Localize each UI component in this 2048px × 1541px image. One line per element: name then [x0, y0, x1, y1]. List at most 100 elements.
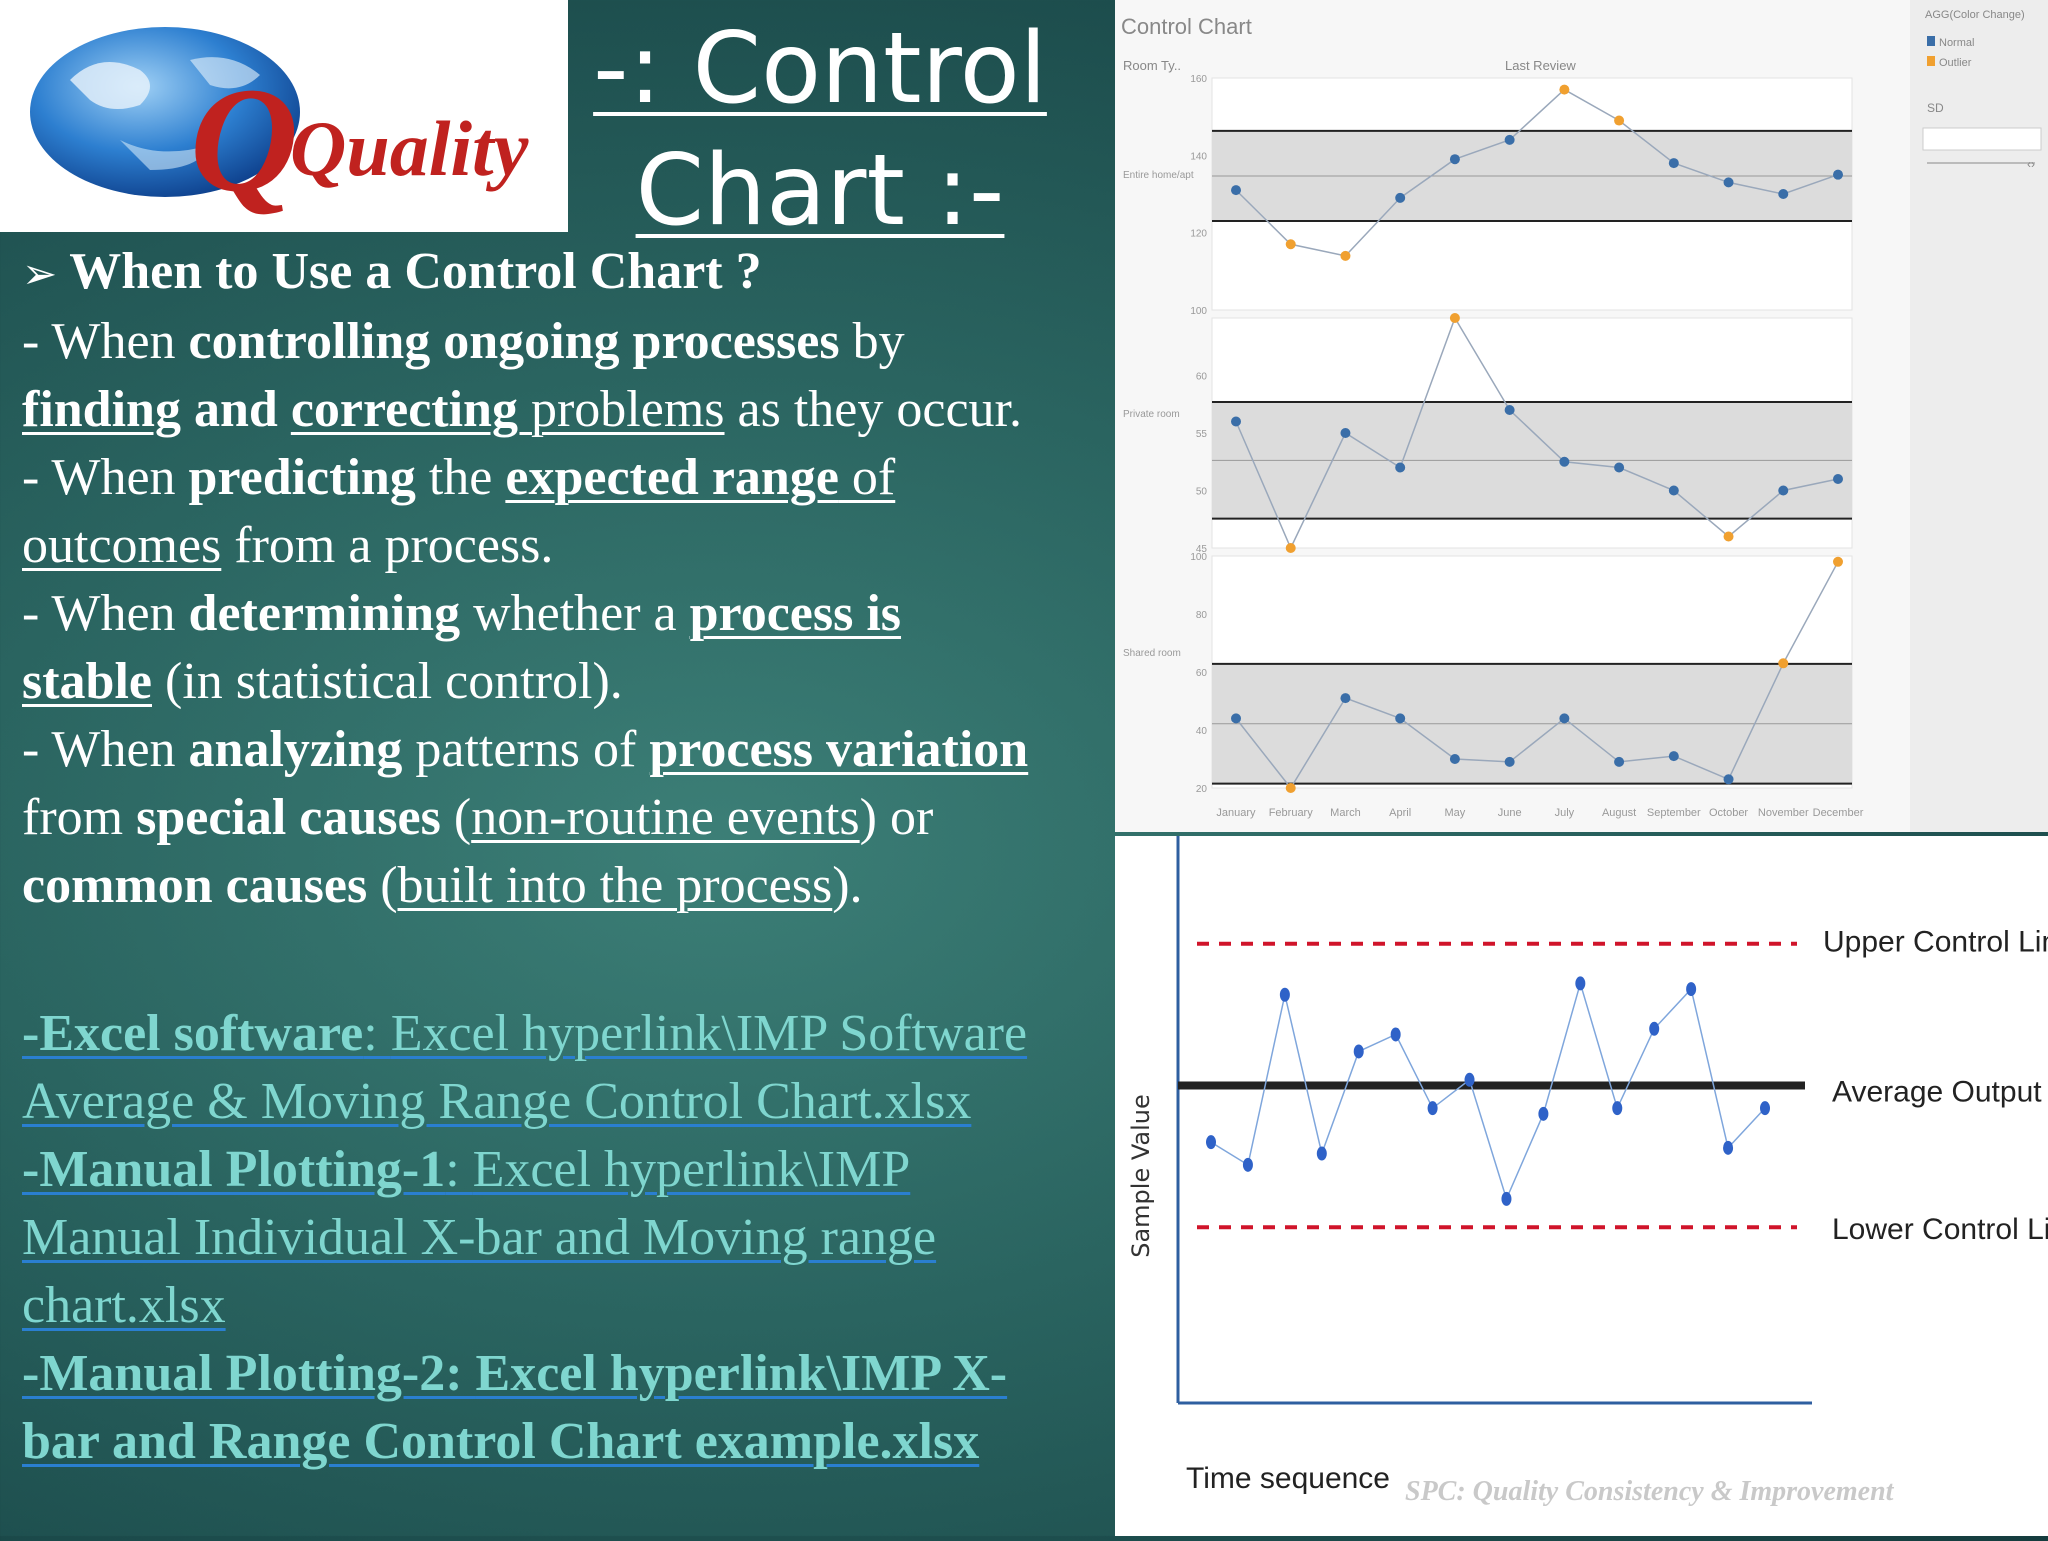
sample-point: [1242, 1157, 1253, 1172]
data-point: [1395, 713, 1406, 724]
y-tick-label: 40: [1196, 726, 1208, 737]
slider-arrows-icon[interactable]: ‹›: [2027, 157, 2035, 171]
sample-point: [1501, 1191, 1512, 1206]
x-tick-label: November: [1758, 807, 1809, 819]
data-point: [1340, 693, 1351, 704]
outlier-point: [1285, 783, 1296, 793]
hyperlinks: -Excel software: Excel hyperlink\IMP Sof…: [22, 1000, 1117, 1476]
outlier-point: [1833, 556, 1843, 567]
sample-point: [1760, 1101, 1770, 1116]
y-tick-label: 20: [1196, 784, 1208, 795]
page-title: -: Control Chart :-: [575, 8, 1065, 252]
y-tick-label: 50: [1196, 487, 1208, 498]
section-heading: ➢ When to Use a Control Chart ?: [22, 238, 1117, 308]
y-axis-label: Sample Value: [1127, 1094, 1155, 1258]
x-tick-label: July: [1555, 807, 1575, 819]
outlier-point: [1778, 658, 1789, 669]
sample-point: [1612, 1101, 1623, 1116]
data-point: [1449, 154, 1460, 165]
data-point: [1449, 754, 1460, 764]
y-tick-label: 100: [1190, 552, 1207, 563]
sample-point: [1686, 982, 1697, 997]
sample-point: [1353, 1044, 1364, 1059]
data-point: [1559, 713, 1570, 724]
sample-point: [1427, 1101, 1438, 1116]
sample-point: [1390, 1027, 1401, 1042]
manual-plotting-2-link[interactable]: -Manual Plotting-2: Excel hyperlink\IMP …: [22, 1345, 1008, 1402]
excel-software-link[interactable]: -Excel software: Excel hyperlink\IMP Sof…: [22, 1005, 1028, 1062]
series-line: [1235, 561, 1839, 790]
side-panel: [1910, 0, 2048, 832]
header-room-type: Room Ty..: [1123, 58, 1181, 73]
y-tick-label: 100: [1190, 306, 1207, 317]
y-tick-label: 140: [1190, 151, 1207, 162]
data-point: [1231, 185, 1241, 196]
outlier-point: [1340, 250, 1351, 261]
legend-normal-swatch: [1927, 36, 1935, 46]
sample-point: [1279, 987, 1290, 1002]
row-label: Private room: [1123, 409, 1180, 420]
data-point: [1668, 158, 1679, 169]
manual-plotting-2-link-cont[interactable]: bar and Range Control Chart example.xlsx: [22, 1413, 980, 1470]
x-tick-label: December: [1813, 807, 1864, 819]
average-label: Average Output: [1832, 1075, 2042, 1108]
legend-title: AGG(Color Change): [1925, 9, 2025, 21]
legend-outlier-swatch: [1927, 56, 1935, 66]
sample-point: [1575, 976, 1586, 991]
data-point: [1723, 774, 1734, 785]
data-point: [1778, 485, 1789, 496]
manual-plotting-1-link-cont2[interactable]: chart.xlsx: [22, 1277, 226, 1334]
x-tick-label: April: [1389, 807, 1411, 819]
data-point: [1395, 192, 1406, 203]
sample-point: [1723, 1140, 1734, 1155]
data-point: [1833, 169, 1843, 180]
data-point: [1504, 756, 1515, 767]
series-line: [1235, 88, 1839, 257]
arrow-bullet-icon: ➢: [22, 249, 58, 298]
data-point: [1504, 134, 1515, 145]
manual-plotting-1-link-cont[interactable]: Manual Individual X-bar and Moving range: [22, 1209, 937, 1266]
bullet-4-line-2: from special causes (non-routine events)…: [22, 789, 934, 846]
logo: Q Quality: [0, 0, 568, 232]
header-last-review: Last Review: [1505, 58, 1576, 73]
y-tick-label: 60: [1196, 372, 1208, 383]
lcl-label: Lower Control Limit: [1832, 1213, 2048, 1246]
legend-outlier-label: Outlier: [1939, 57, 1972, 69]
y-tick-label: 55: [1196, 429, 1208, 440]
main-content: ➢ When to Use a Control Chart ? - When c…: [22, 238, 1117, 920]
data-point: [1559, 456, 1570, 467]
y-tick-label: 45: [1196, 544, 1208, 555]
data-point: [1231, 713, 1241, 724]
data-point: [1340, 428, 1351, 438]
outlier-point: [1449, 313, 1460, 323]
bullet-1-line-2: finding and correcting problems as they …: [22, 381, 1022, 438]
x-tick-label: June: [1498, 807, 1522, 819]
outlier-point: [1285, 543, 1296, 553]
top-chart-title: Control Chart: [1121, 14, 1252, 39]
logo-q: Q: [190, 57, 298, 223]
sample-point: [1538, 1106, 1549, 1121]
x-tick-label: March: [1330, 807, 1361, 819]
sample-point: [1649, 1021, 1660, 1036]
sample-point: [1206, 1135, 1216, 1150]
heading-text: When to Use a Control Chart ?: [69, 243, 762, 300]
bullet-3-line-1: - When determining whether a process is: [22, 585, 902, 642]
top-control-chart-panel: Control Chart Room Ty.. Last Review AGG(…: [1115, 0, 2048, 832]
outlier-point: [1285, 239, 1296, 250]
manual-plotting-1-link[interactable]: -Manual Plotting-1: Excel hyperlink\IMP: [22, 1141, 911, 1198]
title-line1: -: Control: [593, 12, 1047, 126]
bullet-4-line-1: - When analyzing patterns of process var…: [22, 721, 1029, 778]
data-point: [1614, 756, 1625, 767]
excel-software-link-cont[interactable]: Average & Moving Range Control Chart.xls…: [22, 1073, 972, 1130]
outlier-point: [1614, 115, 1625, 126]
sample-point: [1316, 1146, 1327, 1161]
x-tick-label: September: [1647, 807, 1701, 819]
data-point: [1668, 485, 1679, 496]
x-tick-label: January: [1216, 807, 1256, 819]
data-point: [1614, 462, 1625, 473]
legend-normal-label: Normal: [1939, 37, 1974, 49]
y-tick-label: 60: [1196, 668, 1208, 679]
x-tick-label: October: [1709, 807, 1748, 819]
outlier-point: [1559, 84, 1570, 95]
sd-input[interactable]: [1922, 127, 2042, 151]
